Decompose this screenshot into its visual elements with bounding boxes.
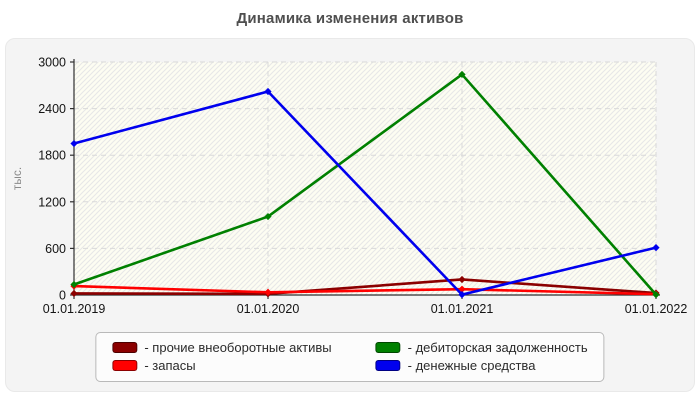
y-tick-label: 600 <box>45 242 66 256</box>
data-point-marker <box>70 289 78 298</box>
data-point-marker <box>652 291 660 299</box>
data-point-marker <box>264 87 272 96</box>
chart-legend: - прочие внеоборотные активы - запасы - де… <box>95 332 605 382</box>
data-point-marker <box>264 212 272 221</box>
legend-item: - денежные средства <box>375 358 588 373</box>
legend-swatch-icon <box>375 342 401 353</box>
x-tick-label: 01.01.2021 <box>431 302 494 316</box>
y-tick-label: 1200 <box>38 195 66 209</box>
legend-label: - запасы <box>144 358 196 373</box>
x-tick-label: 01.01.2022 <box>625 302 688 316</box>
legend-swatch-icon <box>112 342 138 353</box>
series-line-1 <box>73 284 657 296</box>
plot-area <box>74 62 656 295</box>
data-point-marker <box>458 275 466 284</box>
data-point-marker <box>458 70 466 79</box>
y-tick-label: 3000 <box>38 56 66 70</box>
series-line-2 <box>73 73 657 296</box>
y-tick-label: 2400 <box>38 102 66 116</box>
legend-label: - дебиторская задолженность <box>407 340 588 355</box>
chart-title: Динамика изменения активов <box>236 10 464 27</box>
y-tick-label: 1800 <box>38 149 66 163</box>
data-point-marker <box>652 244 660 252</box>
legend-item: - дебиторская задолженность <box>375 340 588 355</box>
legend-label: - денежные средства <box>407 358 536 373</box>
data-point-marker <box>264 288 272 296</box>
x-tick-label: 01.01.2020 <box>237 302 300 316</box>
y-axis-title: тыс. <box>10 167 24 190</box>
data-point-marker <box>70 139 78 148</box>
series-line-3 <box>73 90 657 296</box>
y-tick-label: 0 <box>59 289 66 303</box>
legend-swatch-icon <box>112 360 138 371</box>
legend-item: - прочие внеоборотные активы <box>112 340 332 355</box>
legend-item: - запасы <box>112 358 331 373</box>
series-line-0 <box>73 278 657 296</box>
chart-canvas: 0 600 1200 1800 2400 3000 01.01.2019 01.01.2020… <box>10 56 688 317</box>
x-tick-label: 01.01.2019 <box>43 302 106 316</box>
legend-label: - прочие внеоборотные активы <box>144 340 332 355</box>
legend-swatch-icon <box>375 360 401 371</box>
